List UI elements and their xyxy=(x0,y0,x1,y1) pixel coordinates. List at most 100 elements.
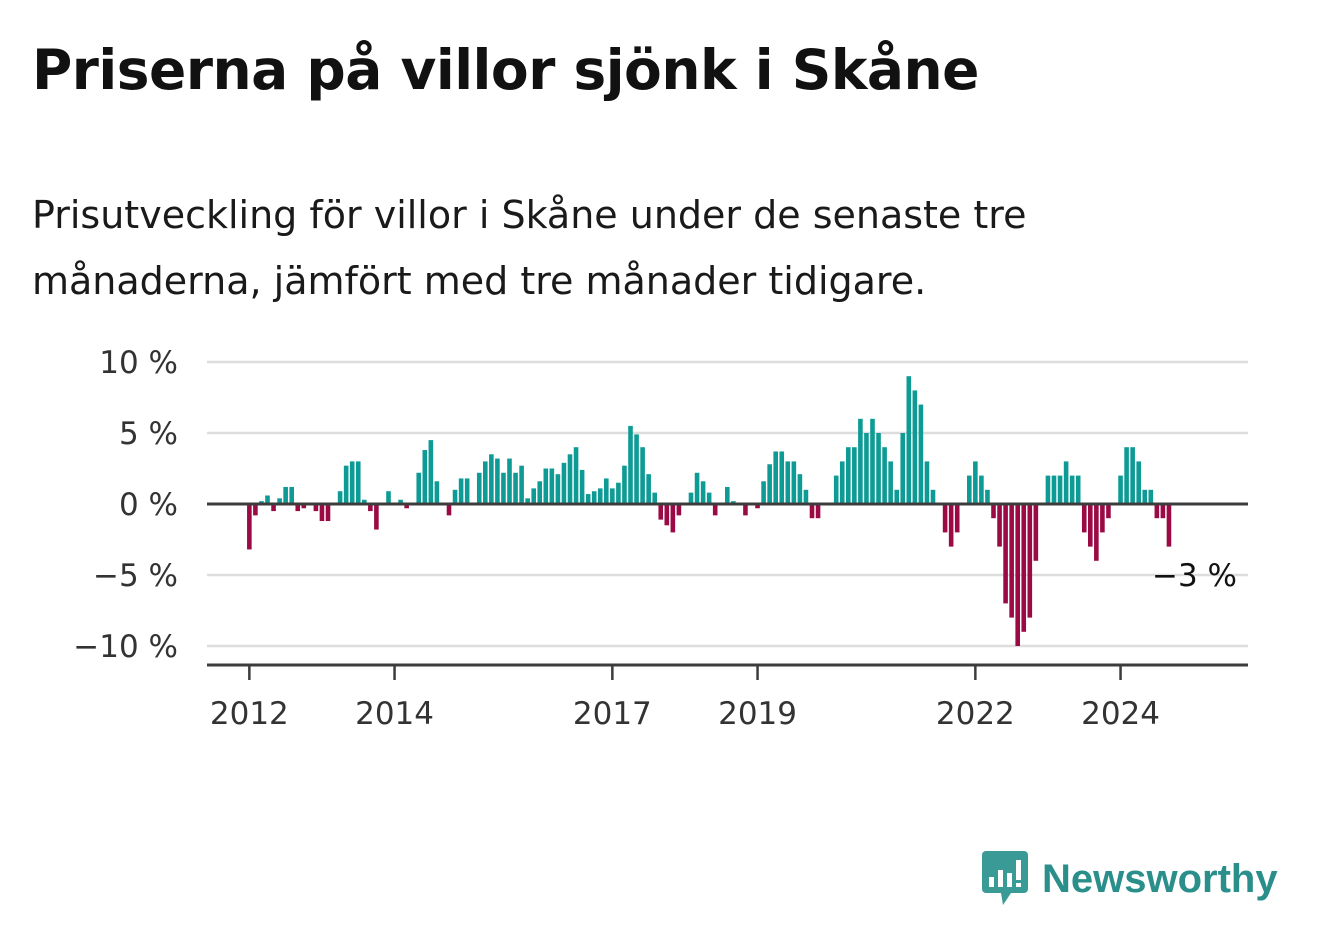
y-tick-label: 10 % xyxy=(99,345,178,381)
bar xyxy=(1003,504,1008,604)
bar xyxy=(991,504,996,519)
bar xyxy=(1021,504,1027,632)
bar xyxy=(525,498,530,504)
bar xyxy=(906,376,912,504)
bar xyxy=(1075,475,1081,504)
bar xyxy=(930,489,936,504)
bar xyxy=(864,433,869,504)
bar xyxy=(948,504,954,547)
bar xyxy=(791,461,797,504)
bar xyxy=(870,418,875,504)
bar xyxy=(967,475,972,504)
chart-subtitle: Prisutveckling för villor i Skåne under … xyxy=(32,193,1027,303)
bar xyxy=(295,504,301,512)
bar xyxy=(343,465,349,504)
bar xyxy=(362,499,367,504)
bar xyxy=(1142,489,1148,504)
bar xyxy=(458,478,464,504)
bar xyxy=(1130,447,1135,504)
bar xyxy=(325,504,331,522)
bar xyxy=(640,447,645,504)
y-tick-label: 0 % xyxy=(119,487,178,523)
bar xyxy=(694,472,700,504)
bar xyxy=(513,472,518,504)
bar xyxy=(1063,461,1069,504)
bar xyxy=(531,488,536,504)
bar xyxy=(537,481,543,504)
bar xyxy=(355,461,361,504)
bar xyxy=(616,482,621,504)
gridlines xyxy=(207,360,1248,648)
chart-title: Priserna på villor sjönk i Skåne xyxy=(32,38,979,102)
bar xyxy=(416,472,422,504)
bar xyxy=(1081,504,1087,533)
bar xyxy=(839,461,845,504)
y-tick-label: −10 % xyxy=(73,629,178,665)
bar xyxy=(1160,504,1166,519)
x-tick-label: 2017 xyxy=(573,696,652,732)
bar xyxy=(283,486,288,504)
bar xyxy=(852,447,857,504)
newsworthy-logo[interactable]: Newsworthy xyxy=(980,848,1278,910)
bar xyxy=(519,465,524,504)
bar xyxy=(579,469,585,504)
bar xyxy=(422,450,428,504)
x-axis-ticks: 2012 2014 2017 2019 2022 2024 xyxy=(210,665,1160,732)
bar xyxy=(846,447,851,504)
bar xyxy=(664,504,670,526)
bar xyxy=(1094,504,1099,561)
bar xyxy=(979,475,984,504)
bar xyxy=(573,447,579,504)
bar xyxy=(1027,504,1033,618)
bar xyxy=(483,461,488,504)
bar xyxy=(833,475,839,504)
bar xyxy=(1015,504,1020,646)
bar xyxy=(555,474,561,504)
x-tick-label: 2022 xyxy=(936,696,1015,732)
bar xyxy=(785,461,791,504)
bar xyxy=(700,481,706,504)
bar xyxy=(1009,504,1014,618)
bar xyxy=(604,478,609,504)
bar xyxy=(253,504,258,516)
bar xyxy=(622,465,627,504)
bar xyxy=(495,458,500,504)
bar xyxy=(628,425,633,504)
bar xyxy=(918,404,924,504)
bar xyxy=(1069,475,1075,504)
bar xyxy=(670,504,676,533)
bar xyxy=(289,486,294,504)
bar xyxy=(549,468,555,504)
x-tick-label: 2012 xyxy=(210,696,289,732)
bar xyxy=(658,504,664,520)
bar xyxy=(761,481,766,504)
bar xyxy=(942,504,948,533)
bar xyxy=(1045,475,1051,504)
bar xyxy=(1057,475,1063,504)
bar xyxy=(706,492,712,504)
y-axis-tick-labels: 10 % 5 % 0 % −5 % −10 % xyxy=(73,345,178,665)
bar xyxy=(809,504,815,519)
bar xyxy=(973,461,978,504)
bar xyxy=(803,489,809,504)
bar xyxy=(386,491,391,504)
bar xyxy=(591,491,597,504)
bar xyxy=(428,440,434,504)
bar xyxy=(876,433,881,504)
bar xyxy=(634,434,639,504)
bar xyxy=(398,499,403,504)
y-tick-label: −5 % xyxy=(93,558,178,594)
bar xyxy=(1051,475,1057,504)
bar xyxy=(1154,504,1160,519)
bar xyxy=(337,491,343,504)
bar xyxy=(1166,504,1172,547)
x-tick-label: 2024 xyxy=(1081,696,1160,732)
bar xyxy=(858,418,863,504)
bar xyxy=(446,504,452,516)
last-value-label: −3 % xyxy=(1152,558,1237,594)
bar xyxy=(610,488,615,504)
bar xyxy=(743,504,748,516)
bar xyxy=(501,472,506,504)
bar xyxy=(319,504,325,522)
bar xyxy=(882,447,887,504)
